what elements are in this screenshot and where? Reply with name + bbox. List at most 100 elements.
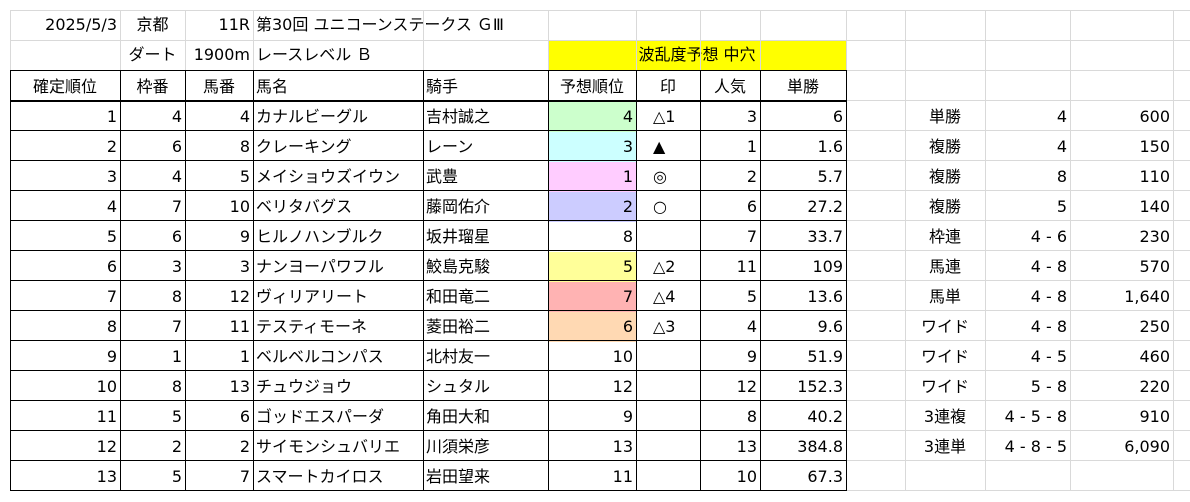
payout-type-cell[interactable]: 馬連: [928, 257, 961, 276]
col-header-win-odds[interactable]: 単勝: [786, 77, 819, 96]
jockey-cell[interactable]: 吉村誠之: [426, 107, 491, 126]
finish-cell[interactable]: 4: [106, 197, 117, 216]
win-odds-cell[interactable]: 384.8: [797, 437, 843, 456]
prediction-banner[interactable]: 波乱度予想 中穴: [548, 40, 846, 70]
frame-cell[interactable]: 8: [171, 287, 182, 306]
col-header-finish[interactable]: 確定順位: [32, 77, 97, 96]
jockey-cell[interactable]: 鮫島克駿: [426, 257, 491, 276]
jockey-cell[interactable]: 坂井瑠星: [426, 227, 491, 246]
race-date[interactable]: 2025/5/3: [45, 15, 117, 34]
jockey-cell[interactable]: 菱田裕二: [426, 317, 491, 336]
race-distance[interactable]: 1900m: [193, 45, 250, 64]
payout-type-cell[interactable]: 複勝: [928, 137, 961, 156]
payout-type-cell[interactable]: ワイド: [920, 317, 969, 336]
win-odds-cell[interactable]: 40.2: [807, 407, 843, 426]
jockey-cell[interactable]: 岩田望来: [426, 467, 491, 486]
mark-cell[interactable]: ▲: [653, 137, 666, 156]
horse-name-cell[interactable]: ヴィリアリート: [256, 287, 369, 306]
payout-amount-cell[interactable]: 150: [1139, 137, 1170, 156]
mark-cell[interactable]: △2: [653, 257, 676, 276]
race-number[interactable]: 11R: [218, 15, 250, 34]
frame-cell[interactable]: 5: [171, 467, 182, 486]
payout-amount-cell[interactable]: 6,090: [1124, 437, 1170, 456]
payout-type-cell[interactable]: 複勝: [928, 197, 961, 216]
frame-cell[interactable]: 7: [171, 197, 182, 216]
col-header-jockey[interactable]: 騎手: [426, 77, 459, 96]
popularity-cell[interactable]: 7: [746, 227, 757, 246]
payout-combo-cell[interactable]: 8: [1056, 167, 1067, 186]
payout-combo-cell[interactable]: 4: [1056, 137, 1067, 156]
frame-cell[interactable]: 3: [171, 257, 182, 276]
mark-cell[interactable]: [636, 402, 700, 432]
popularity-cell[interactable]: 11: [736, 257, 757, 276]
horse-name-cell[interactable]: ナンヨーパワフル: [256, 257, 384, 276]
finish-cell[interactable]: 5: [106, 227, 117, 246]
win-odds-cell[interactable]: 152.3: [797, 377, 843, 396]
popularity-cell[interactable]: 9: [746, 347, 757, 366]
frame-cell[interactable]: 4: [171, 167, 182, 186]
predicted-rank-cell[interactable]: 10: [612, 347, 633, 366]
race-level[interactable]: レースレベル Ｂ: [256, 45, 373, 64]
mark-cell[interactable]: [636, 222, 700, 252]
horse-number-cell[interactable]: 7: [239, 467, 250, 486]
mark-cell[interactable]: △3: [653, 317, 676, 336]
horse-name-cell[interactable]: クレーキング: [256, 137, 352, 156]
frame-cell[interactable]: 4: [171, 107, 182, 126]
jockey-cell[interactable]: 武豊: [426, 167, 459, 186]
predicted-rank-cell[interactable]: 3: [548, 132, 636, 162]
mark-cell[interactable]: ◎: [653, 167, 667, 186]
payout-amount-cell[interactable]: 220: [1139, 377, 1170, 396]
payout-combo-cell[interactable]: 5 - 8: [1030, 377, 1067, 396]
popularity-cell[interactable]: 5: [746, 287, 757, 306]
popularity-cell[interactable]: 13: [736, 437, 757, 456]
horse-number-cell[interactable]: 10: [229, 197, 250, 216]
horse-name-cell[interactable]: ベリタバグス: [256, 197, 353, 216]
horse-name-cell[interactable]: メイショウズイウン: [256, 167, 401, 186]
popularity-cell[interactable]: 8: [746, 407, 757, 426]
mark-cell[interactable]: △1: [653, 107, 676, 126]
predicted-rank-cell[interactable]: 4: [548, 102, 636, 132]
payout-type-cell[interactable]: 3連複: [923, 407, 967, 426]
horse-name-cell[interactable]: スマートカイロス: [256, 467, 384, 486]
col-header-horse-name[interactable]: 馬名: [256, 77, 289, 96]
mark-cell[interactable]: [636, 342, 700, 372]
frame-cell[interactable]: 8: [171, 377, 182, 396]
mark-cell[interactable]: ○: [653, 197, 667, 216]
horse-number-cell[interactable]: 3: [239, 257, 250, 276]
win-odds-cell[interactable]: 27.2: [807, 197, 843, 216]
predicted-rank-cell[interactable]: 8: [622, 227, 633, 246]
payout-combo-cell[interactable]: 4 - 5: [1030, 347, 1067, 366]
popularity-cell[interactable]: 10: [736, 467, 757, 486]
predicted-rank-cell[interactable]: 13: [612, 437, 633, 456]
popularity-cell[interactable]: 12: [736, 377, 757, 396]
race-venue[interactable]: 京都: [136, 15, 169, 34]
finish-cell[interactable]: 8: [106, 317, 117, 336]
payout-amount-cell[interactable]: 570: [1139, 257, 1170, 276]
mark-cell[interactable]: [636, 432, 700, 462]
payout-type-cell[interactable]: ワイド: [920, 347, 969, 366]
payout-combo-cell[interactable]: 4 - 8 - 5: [1004, 437, 1067, 456]
horse-number-cell[interactable]: 5: [239, 167, 250, 186]
jockey-cell[interactable]: 川須栄彦: [426, 437, 491, 456]
payout-combo-cell[interactable]: 4 - 8: [1030, 317, 1067, 336]
win-odds-cell[interactable]: 1.6: [817, 137, 843, 156]
horse-name-cell[interactable]: ゴッドエスパーダ: [256, 407, 385, 426]
predicted-rank-cell[interactable]: 11: [612, 467, 633, 486]
predicted-rank-cell[interactable]: 2: [548, 192, 636, 222]
payout-combo-cell[interactable]: 4 - 5 - 8: [1004, 407, 1067, 426]
payout-type-cell[interactable]: 単勝: [928, 107, 961, 126]
col-header-popularity[interactable]: 人気: [713, 77, 746, 96]
col-header-horse-no[interactable]: 馬番: [202, 77, 235, 96]
finish-cell[interactable]: 11: [96, 407, 117, 426]
win-odds-cell[interactable]: 9.6: [817, 317, 843, 336]
win-odds-cell[interactable]: 13.6: [807, 287, 843, 306]
payout-amount-cell[interactable]: 250: [1139, 317, 1170, 336]
frame-cell[interactable]: 2: [171, 437, 182, 456]
frame-cell[interactable]: 5: [171, 407, 182, 426]
payout-amount-cell[interactable]: 230: [1139, 227, 1170, 246]
win-odds-cell[interactable]: 33.7: [807, 227, 843, 246]
popularity-cell[interactable]: 3: [746, 107, 757, 126]
mark-cell[interactable]: [636, 462, 700, 492]
popularity-cell[interactable]: 6: [746, 197, 757, 216]
